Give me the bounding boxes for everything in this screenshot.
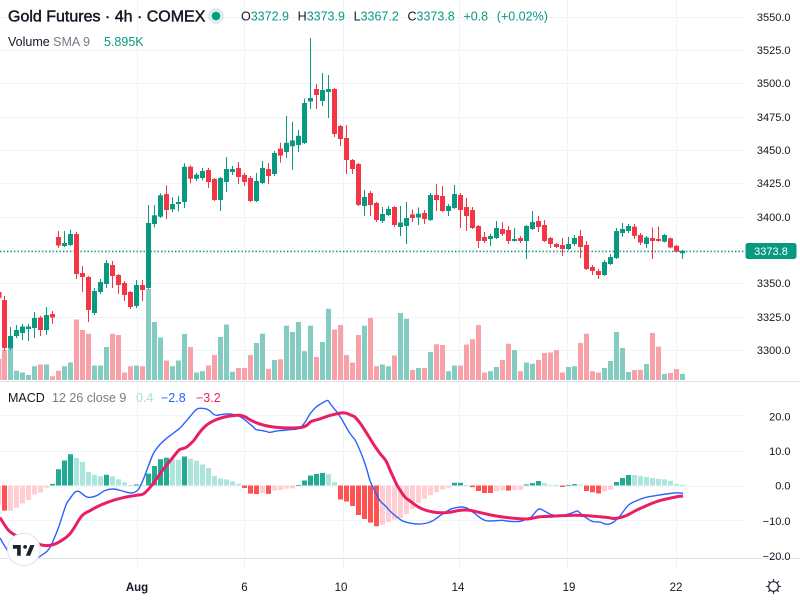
svg-text:3500.0: 3500.0 <box>757 78 791 90</box>
svg-text:−3.2: −3.2 <box>196 391 221 405</box>
svg-text:10: 10 <box>335 582 348 594</box>
svg-text:3525.0: 3525.0 <box>757 45 791 57</box>
svg-text:3300.0: 3300.0 <box>757 345 791 357</box>
svg-text:3450.0: 3450.0 <box>757 145 791 157</box>
svg-text:MACD: MACD <box>8 391 45 405</box>
svg-text:−10.0: −10.0 <box>763 516 791 528</box>
svg-text:3350.0: 3350.0 <box>757 278 791 290</box>
svg-text:0.4: 0.4 <box>136 391 153 405</box>
svg-text:3325.0: 3325.0 <box>757 312 791 324</box>
svg-text:3425.0: 3425.0 <box>757 178 791 190</box>
svg-text:3550.0: 3550.0 <box>757 12 791 24</box>
svg-text:Aug: Aug <box>126 582 148 594</box>
svg-text:3373.8: 3373.8 <box>754 246 788 258</box>
svg-text:19: 19 <box>563 582 576 594</box>
svg-text:Gold Futures · 4h · COMEX: Gold Futures · 4h · COMEX <box>8 9 206 26</box>
svg-text:22: 22 <box>670 582 683 594</box>
svg-text:6: 6 <box>241 582 247 594</box>
svg-text:5.895K: 5.895K <box>104 35 144 49</box>
svg-text:O3372.9 H3373.9 L3367.2 C3373.: O3372.9 H3373.9 L3367.2 C3373.8 +0.8 (+0… <box>241 10 548 24</box>
svg-text:3400.0: 3400.0 <box>757 212 791 224</box>
svg-text:−20.0: −20.0 <box>763 551 791 563</box>
svg-text:0.0: 0.0 <box>775 481 790 493</box>
svg-text:20.0: 20.0 <box>769 411 790 423</box>
svg-text:12 26 close 9: 12 26 close 9 <box>52 391 126 405</box>
svg-text:10.0: 10.0 <box>769 446 790 458</box>
svg-text:3475.0: 3475.0 <box>757 112 791 124</box>
svg-text:Volume SMA 9: Volume SMA 9 <box>8 35 90 49</box>
svg-text:14: 14 <box>452 582 465 594</box>
svg-text:−2.8: −2.8 <box>161 391 186 405</box>
